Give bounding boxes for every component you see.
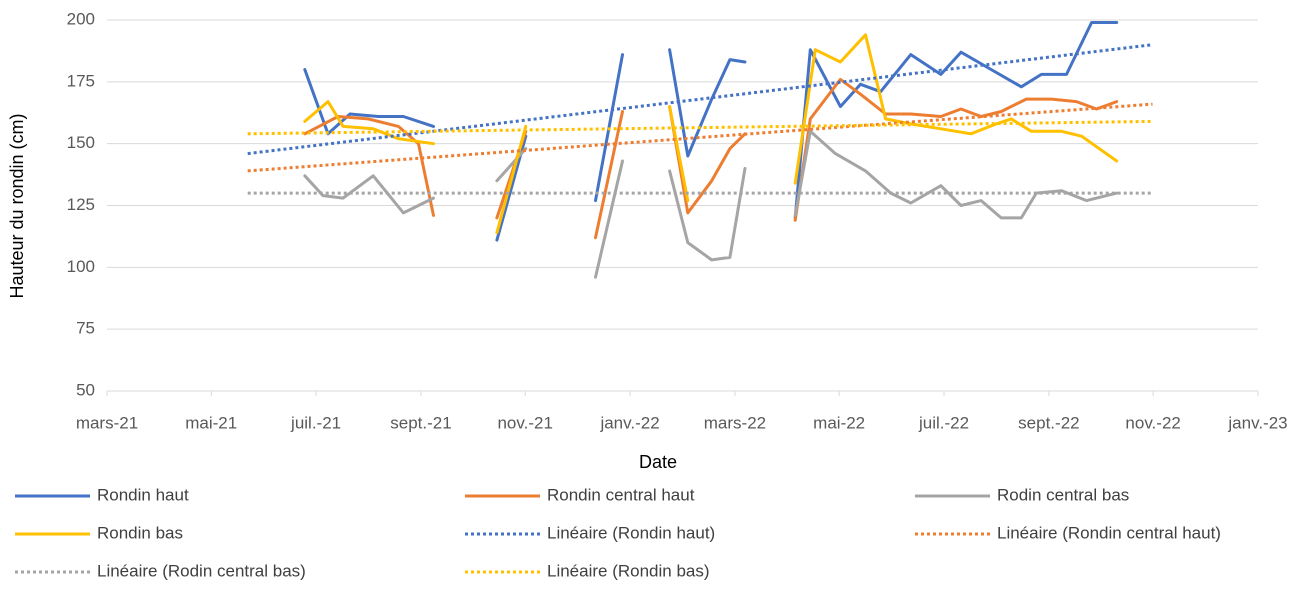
x-tick-label: sept.-22 [1018, 413, 1079, 432]
legend-label: Linéaire (Rondin central haut) [997, 523, 1221, 542]
legend-label: Rodin central bas [997, 485, 1129, 504]
trend-line [247, 43, 1153, 156]
legend-label: Rondin central haut [547, 485, 695, 504]
x-tick-label: juil.-21 [290, 413, 341, 432]
series-line [303, 33, 1119, 235]
series-line [303, 129, 1119, 279]
y-tick-label: 75 [76, 319, 95, 338]
x-tick-label: janv.-23 [1227, 413, 1287, 432]
y-tick-label: 50 [76, 380, 95, 399]
x-tick-label: mars-21 [76, 413, 138, 432]
x-tick-label: janv.-22 [599, 413, 659, 432]
legend-label: Linéaire (Rondin haut) [547, 523, 715, 542]
x-tick-label: nov.-21 [497, 413, 552, 432]
trend-line [247, 102, 1153, 173]
legend-label: Rondin bas [97, 523, 183, 542]
x-tick-label: sept.-21 [390, 413, 451, 432]
y-tick-label: 200 [67, 9, 95, 28]
x-tick-label: mai-21 [185, 413, 237, 432]
y-tick-label: 100 [67, 257, 95, 276]
y-tick-label: 150 [67, 133, 95, 152]
y-tick-label: 125 [67, 195, 95, 214]
legend-label: Linéaire (Rondin bas) [547, 561, 710, 580]
x-tick-label: juil.-22 [918, 413, 969, 432]
y-axis-title: Hauteur du rondin (cm) [7, 113, 27, 298]
x-axis-title: Date [639, 452, 677, 472]
x-tick-label: nov.-22 [1125, 413, 1180, 432]
legend-label: Rondin haut [97, 485, 189, 504]
legend-label: Linéaire (Rodin central bas) [97, 561, 306, 580]
y-tick-label: 175 [67, 71, 95, 90]
x-tick-label: mai-22 [813, 413, 865, 432]
trend-line [247, 119, 1153, 136]
x-tick-label: mars-22 [704, 413, 766, 432]
